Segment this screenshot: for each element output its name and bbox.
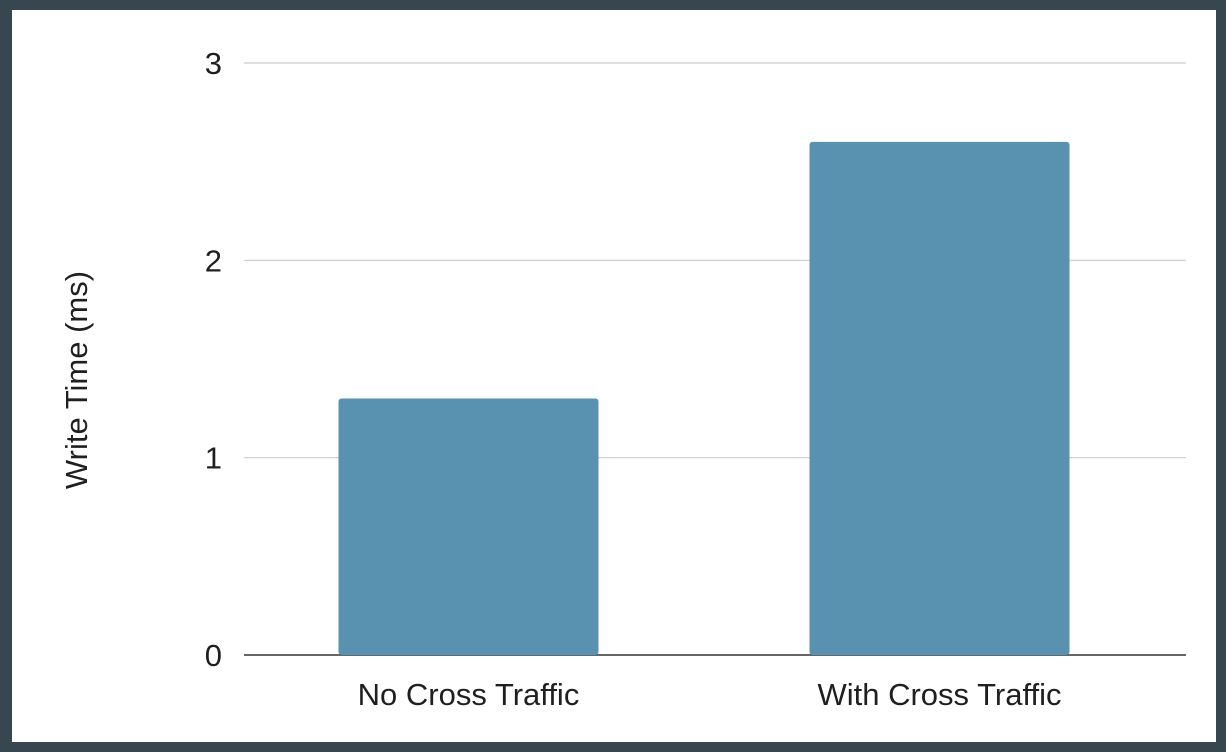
bar bbox=[809, 141, 1070, 655]
y-tick-label: 3 bbox=[205, 46, 222, 81]
x-category-labels: No Cross Traffic With Cross Traffic bbox=[358, 677, 1062, 712]
y-tick-label: 0 bbox=[205, 638, 222, 673]
bars bbox=[338, 141, 1070, 655]
y-axis-title: Write Time (ms) bbox=[59, 271, 94, 489]
y-tick-labels: 0 1 2 3 bbox=[205, 46, 222, 673]
y-tick-label: 2 bbox=[205, 243, 222, 278]
x-category-label: No Cross Traffic bbox=[358, 677, 580, 712]
y-tick-label: 1 bbox=[205, 441, 222, 476]
x-category-label: With Cross Traffic bbox=[817, 677, 1061, 712]
bar bbox=[338, 398, 599, 655]
